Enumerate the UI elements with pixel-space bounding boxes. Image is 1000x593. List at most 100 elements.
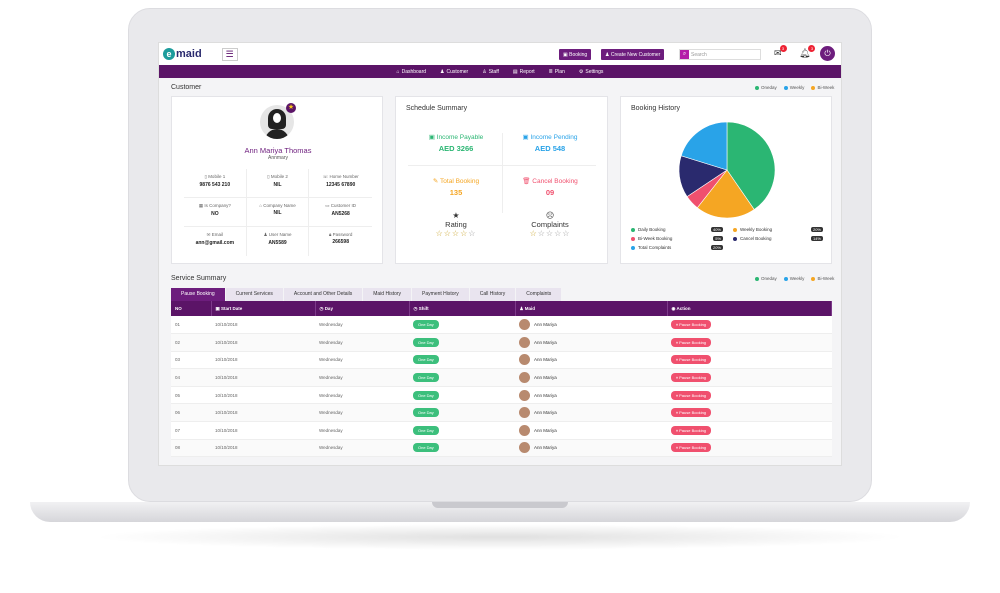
info-user-name: ♟ User Name AN5589 [247, 227, 310, 256]
pause-icon: ⏸ [676, 357, 680, 363]
pause-booking-label: Pause Booking [679, 322, 707, 328]
tab-current-services[interactable]: Current Services [225, 288, 283, 301]
power-icon[interactable]: ⏻ [820, 46, 835, 61]
user-icon: ♙ [482, 68, 487, 75]
avatar [260, 105, 294, 139]
mail-icon[interactable]: ✉ 3 [774, 45, 787, 59]
star-icon: ☆ [460, 229, 469, 238]
maid-name: Ann Mariya [534, 357, 557, 363]
tab-complaints[interactable]: Complaints [516, 288, 562, 301]
cell-action: ⏸ Pause Booking [667, 386, 832, 405]
legend-item-oneday: Oneday [755, 85, 777, 90]
logo-e-icon: e [163, 48, 175, 60]
info-label: Is Company? [204, 203, 231, 208]
service-tabs: Pause Booking Current Services Account a… [171, 288, 562, 301]
legend-item-weekly: Weekly [783, 85, 804, 90]
col-maid[interactable]: ♟ Maid [515, 301, 668, 316]
pause-booking-button[interactable]: ⏸ Pause Booking [671, 390, 712, 400]
maid-name: Ann Mariya [534, 322, 557, 328]
nav-settings[interactable]: ⚙ Settings [579, 69, 604, 75]
pie-legend-item: Bi-Week Booking 5% [631, 234, 723, 243]
nav-report[interactable]: ▤ Report [513, 69, 535, 75]
tab-call-history[interactable]: Call History [469, 288, 516, 301]
table-row: 07 10/10/2018 Wednesday One Day Ann Mariya ⏸ … [171, 421, 832, 440]
edit-icon: ✎ [432, 178, 441, 185]
booking-button[interactable]: ▣ Booking [559, 49, 592, 60]
col-start-date[interactable]: ▣ Start Date [211, 301, 316, 316]
shift-badge: One Day [413, 320, 439, 330]
cancel-booking: 🗑︎ Cancel Booking 09 [504, 177, 596, 197]
legend-label: Weekly Booking [740, 227, 773, 232]
col-no[interactable]: NO [171, 301, 212, 316]
shift-badge: One Day [413, 390, 439, 400]
logo-text: maid [176, 48, 202, 60]
nav-dashboard[interactable]: ⌂ Dashboard [397, 69, 427, 75]
customer-username: Annmary [267, 155, 288, 161]
search-box[interactable]: ⌕ Search [679, 49, 761, 60]
table-row: 04 10/10/2018 Wednesday One Day Ann Mariya ⏸ … [171, 368, 832, 387]
bell-icon[interactable]: 🔔︎ 3 [799, 45, 816, 59]
col-action[interactable]: ◉ Action [667, 301, 832, 316]
pause-booking-button[interactable]: ⏸ Pause Booking [671, 443, 712, 453]
hamburger-menu-icon[interactable]: ☰ [221, 47, 238, 61]
pause-booking-button[interactable]: ⏸ Pause Booking [671, 355, 712, 365]
nav-plan[interactable]: ≣ Plan [549, 69, 565, 75]
search-input[interactable]: Search [691, 51, 707, 58]
trash-icon: 🗑︎ [522, 178, 533, 185]
shift-badge: One Day [413, 408, 439, 418]
pause-booking-button[interactable]: ⏸ Pause Booking [671, 373, 712, 383]
complaints-stars[interactable]: ☆☆☆☆☆ [504, 229, 596, 238]
pause-booking-button[interactable]: ⏸ Pause Booking [671, 320, 712, 330]
pause-booking-button[interactable]: ⏸ Pause Booking [671, 337, 712, 347]
maid-avatar [519, 389, 530, 401]
nav-staff[interactable]: ♙ Staff [482, 69, 499, 75]
total-booking-value: 135 [449, 188, 463, 197]
col-shift[interactable]: ◷ Shift [409, 301, 516, 316]
legend-item-oneday: Oneday [755, 276, 777, 281]
shift-badge: One Day [413, 355, 439, 365]
pause-booking-button[interactable]: ⏸ Pause Booking [671, 408, 712, 418]
info-label: Mobile 2 [270, 174, 288, 179]
shift-badge: One Day [413, 337, 439, 347]
users-icon: ♟ [440, 68, 445, 75]
cell-maid: Ann Mariya [515, 386, 667, 405]
pause-booking-label: Pause Booking [679, 427, 707, 433]
nav-plan-label: Plan [554, 68, 565, 75]
cell-action: ⏸ Pause Booking [667, 403, 832, 423]
col-day[interactable]: ◷ Day [315, 301, 410, 316]
tab-maid-history[interactable]: Maid History [363, 288, 412, 301]
cell-action: ⏸ Pause Booking [667, 333, 832, 352]
app-screen: e maid ☰ ▣ Booking ♟ Create New Customer… [158, 42, 842, 466]
lock-icon: 🔒︎ [328, 232, 333, 237]
col-label: Action [676, 305, 691, 311]
pie-slice-weekly-booking[interactable] [696, 169, 755, 219]
envelope-icon: ✉ [206, 232, 212, 237]
pause-booking-label: Pause Booking [679, 375, 707, 381]
complaints: ☹ Complaints ☆☆☆☆☆ [504, 211, 596, 238]
tab-pause-booking[interactable]: Pause Booking [171, 288, 225, 301]
building-icon: ▦ [198, 203, 205, 208]
star-icon: ☆ [554, 229, 563, 238]
pause-booking-button[interactable]: ⏸ Pause Booking [671, 425, 712, 435]
tab-payment-history[interactable]: Payment History [412, 288, 469, 301]
nav-customer[interactable]: ♟ Customer [440, 69, 468, 75]
cell-action: ⏸ Pause Booking [667, 439, 832, 458]
customer-section-title: Customer [171, 84, 202, 91]
pie-slice-total-complaints[interactable] [680, 121, 728, 171]
cell-start-date: 10/10/2018 [211, 439, 315, 458]
app-logo[interactable]: e maid [163, 48, 202, 60]
cell-start-date: 10/10/2018 [211, 351, 315, 370]
info-value: 12345 67890 [326, 182, 356, 188]
pie-slice-daily-booking[interactable] [726, 121, 776, 210]
star-icon: ☆ [451, 229, 461, 238]
pause-booking-label: Pause Booking [679, 339, 707, 345]
col-label: Day [324, 305, 333, 311]
pause-icon: ⏸ [676, 339, 680, 345]
create-new-customer-button[interactable]: ♟ Create New Customer [601, 49, 665, 60]
legend-item-biweek: Bi-Week [811, 276, 834, 281]
rating-stars[interactable]: ☆☆☆☆☆ [410, 229, 502, 238]
tab-account-details[interactable]: Account and Other Details [283, 288, 363, 301]
maid-name: Ann Mariya [534, 427, 557, 433]
cell-no: 06 [171, 403, 211, 423]
info-value: 9876 543 210 [199, 182, 231, 188]
